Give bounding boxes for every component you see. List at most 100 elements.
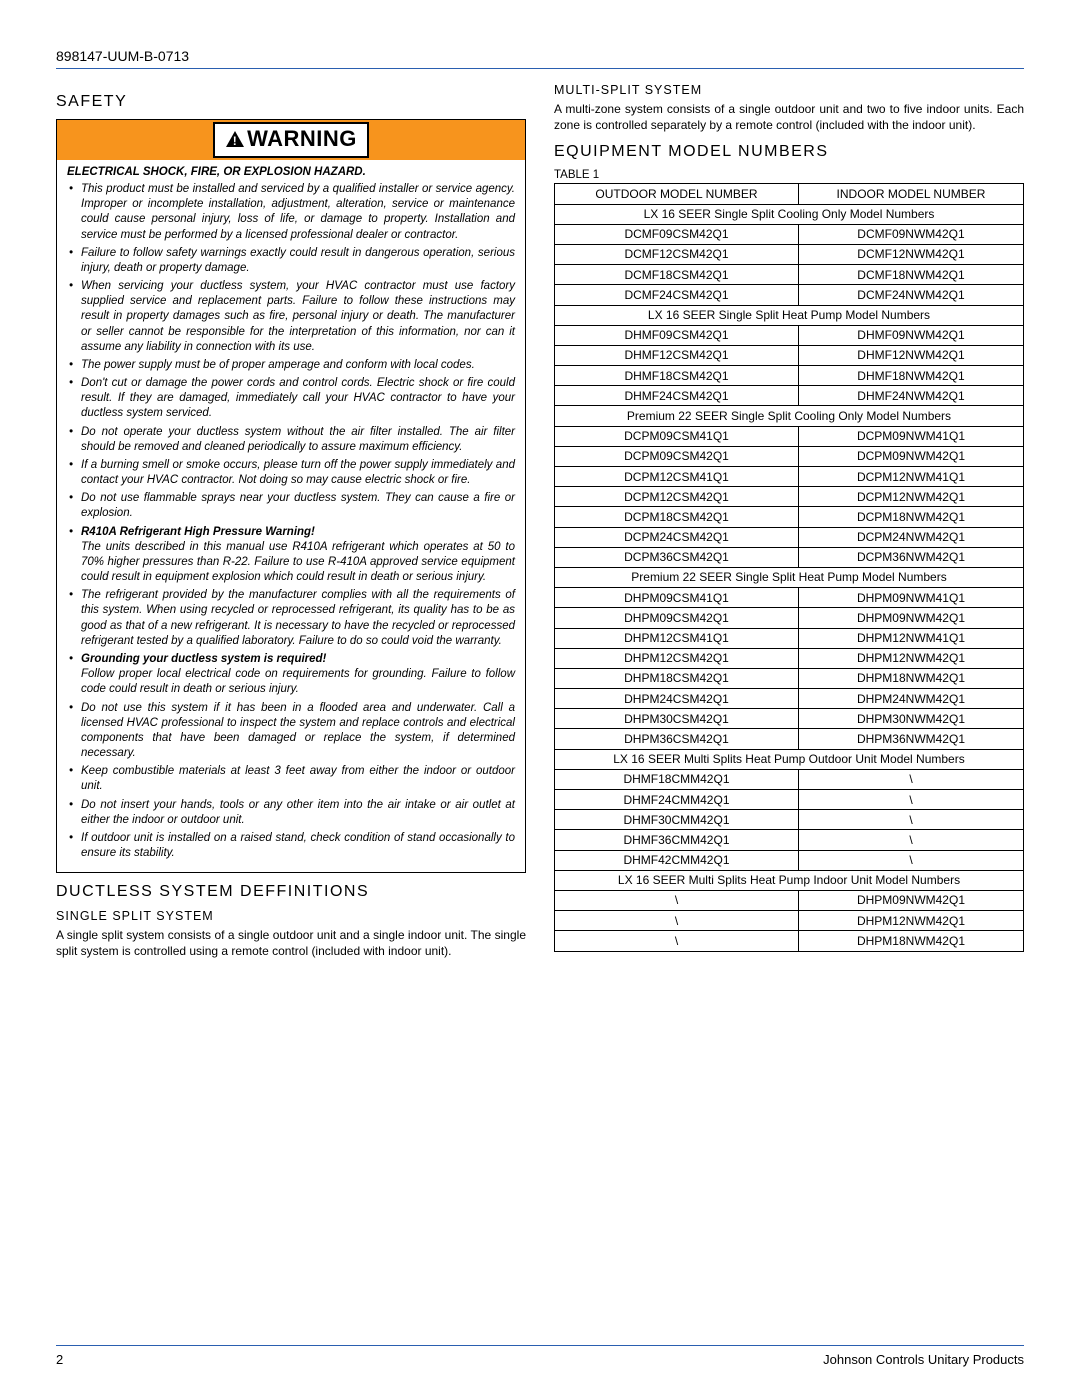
multi-split-heading: MULTI-SPLIT SYSTEM (554, 83, 1024, 97)
table-row: DCPM24CSM42Q1DCPM24NWM42Q1 (555, 527, 1024, 547)
table-cell: DHPM12NWM42Q1 (798, 911, 1023, 931)
table-section-header: Premium 22 SEER Single Split Cooling Onl… (555, 406, 1024, 426)
table-cell: DHPM18NWM42Q1 (798, 668, 1023, 688)
bullet-lead: Grounding your ductless system is requir… (81, 653, 326, 665)
warning-header: ! WARNING (57, 120, 525, 160)
table-cell: DHMF30CMM42Q1 (555, 810, 799, 830)
table-cell: DHPM30CSM42Q1 (555, 709, 799, 729)
table-row: DHMF18CMM42Q1\ (555, 769, 1024, 789)
table-row: DCPM12CSM42Q1DCPM12NWM42Q1 (555, 487, 1024, 507)
safety-bullet: When servicing your ductless system, you… (81, 279, 515, 355)
warning-triangle-icon: ! (225, 128, 245, 154)
table-cell: DHMF42CMM42Q1 (555, 850, 799, 870)
table-cell: DHMF24CSM42Q1 (555, 386, 799, 406)
table-cell: \ (798, 769, 1023, 789)
warning-body: ELECTRICAL SHOCK, FIRE, OR EXPLOSION HAZ… (57, 160, 525, 872)
table-row: DCMF09CSM42Q1DCMF09NWM42Q1 (555, 224, 1024, 244)
table-cell: DCPM09NWM41Q1 (798, 426, 1023, 446)
table-cell: DCPM09CSM42Q1 (555, 446, 799, 466)
table-cell: DHPM09CSM42Q1 (555, 608, 799, 628)
top-rule (56, 68, 1024, 69)
table-row: DHMF24CSM42Q1DHMF24NWM42Q1 (555, 386, 1024, 406)
table-row: DHPM12CSM42Q1DHPM12NWM42Q1 (555, 648, 1024, 668)
table-cell: DHPM09NWM42Q1 (798, 890, 1023, 910)
table-cell: \ (798, 850, 1023, 870)
col-indoor: INDOOR MODEL NUMBER (798, 184, 1023, 204)
table-row: DHPM36CSM42Q1DHPM36NWM42Q1 (555, 729, 1024, 749)
table-cell: DHMF09NWM42Q1 (798, 325, 1023, 345)
table-row: DHMF18CSM42Q1DHMF18NWM42Q1 (555, 366, 1024, 386)
table-cell: DHPM36CSM42Q1 (555, 729, 799, 749)
table-row: DHMF12CSM42Q1DHMF12NWM42Q1 (555, 345, 1024, 365)
table-row: DCPM12CSM41Q1DCPM12NWM41Q1 (555, 467, 1024, 487)
table-cell: DCPM36NWM42Q1 (798, 547, 1023, 567)
table-section-header: LX 16 SEER Multi Splits Heat Pump Indoor… (555, 870, 1024, 890)
table-cell: DHPM12CSM41Q1 (555, 628, 799, 648)
table-cell: DCPM12CSM42Q1 (555, 487, 799, 507)
footer-rule (56, 1345, 1024, 1346)
table-cell: \ (798, 810, 1023, 830)
table-cell: \ (555, 890, 799, 910)
table-cell: DCPM12CSM41Q1 (555, 467, 799, 487)
table-cell: DCMF12NWM42Q1 (798, 244, 1023, 264)
definitions-heading: DUCTLESS SYSTEM DEFFINITIONS (56, 883, 526, 901)
hazard-line: ELECTRICAL SHOCK, FIRE, OR EXPLOSION HAZ… (67, 166, 515, 178)
table-cell: DHPM09CSM41Q1 (555, 588, 799, 608)
table-label: TABLE 1 (554, 169, 1024, 181)
table-section-row: LX 16 SEER Multi Splits Heat Pump Outdoo… (555, 749, 1024, 769)
safety-bullet: The refrigerant provided by the manufact… (81, 588, 515, 649)
table-row: DHPM24CSM42Q1DHPM24NWM42Q1 (555, 689, 1024, 709)
table-cell: DHPM18NWM42Q1 (798, 931, 1023, 951)
table-cell: DCMF18NWM42Q1 (798, 265, 1023, 285)
safety-bullet: Do not operate your ductless system with… (81, 425, 515, 455)
safety-bullet: This product must be installed and servi… (81, 182, 515, 243)
safety-list: This product must be installed and servi… (67, 182, 515, 861)
table-section-row: LX 16 SEER Single Split Cooling Only Mod… (555, 204, 1024, 224)
table-cell: DHMF24CMM42Q1 (555, 790, 799, 810)
table-cell: DCMF24NWM42Q1 (798, 285, 1023, 305)
table-row: DHPM30CSM42Q1DHPM30NWM42Q1 (555, 709, 1024, 729)
table-row: DHPM09CSM42Q1DHPM09NWM42Q1 (555, 608, 1024, 628)
safety-bullet: Failure to follow safety warnings exactl… (81, 246, 515, 276)
table-row: DCMF18CSM42Q1DCMF18NWM42Q1 (555, 265, 1024, 285)
table-cell: DCPM12NWM41Q1 (798, 467, 1023, 487)
table-cell: DHPM09NWM42Q1 (798, 608, 1023, 628)
table-cell: \ (555, 911, 799, 931)
table-cell: DCMF18CSM42Q1 (555, 265, 799, 285)
table-section-row: Premium 22 SEER Single Split Cooling Onl… (555, 406, 1024, 426)
table-row: DCMF12CSM42Q1DCMF12NWM42Q1 (555, 244, 1024, 264)
safety-bullet: If outdoor unit is installed on a raised… (81, 831, 515, 861)
table-cell: DCPM24CSM42Q1 (555, 527, 799, 547)
table-cell: DCMF24CSM42Q1 (555, 285, 799, 305)
safety-bullet: Grounding your ductless system is requir… (81, 652, 515, 698)
bullet-text: Follow proper local electrical code on r… (81, 668, 515, 695)
safety-bullet: The power supply must be of proper amper… (81, 358, 515, 373)
table-cell: DHPM24NWM42Q1 (798, 689, 1023, 709)
warning-label-text: WARNING (247, 126, 357, 151)
warning-badge: ! WARNING (213, 122, 369, 158)
table-cell: DHPM24CSM42Q1 (555, 689, 799, 709)
table-cell: DCPM36CSM42Q1 (555, 547, 799, 567)
footer-vendor: Johnson Controls Unitary Products (823, 1352, 1024, 1367)
table-row: DCPM09CSM42Q1DCPM09NWM42Q1 (555, 446, 1024, 466)
table-cell: DCPM24NWM42Q1 (798, 527, 1023, 547)
table-row: DCPM09CSM41Q1DCPM09NWM41Q1 (555, 426, 1024, 446)
page-number: 2 (56, 1352, 63, 1367)
table-cell: DHMF09CSM42Q1 (555, 325, 799, 345)
table-cell: DHPM36NWM42Q1 (798, 729, 1023, 749)
table-cell: DHMF36CMM42Q1 (555, 830, 799, 850)
table-cell: \ (798, 830, 1023, 850)
table-cell: DCMF09CSM42Q1 (555, 224, 799, 244)
table-row: DHMF09CSM42Q1DHMF09NWM42Q1 (555, 325, 1024, 345)
safety-bullet: If a burning smell or smoke occurs, plea… (81, 458, 515, 488)
table-cell: DCPM18NWM42Q1 (798, 507, 1023, 527)
table-section-header: Premium 22 SEER Single Split Heat Pump M… (555, 567, 1024, 587)
table-section-row: LX 16 SEER Multi Splits Heat Pump Indoor… (555, 870, 1024, 890)
table-row: DCPM36CSM42Q1DCPM36NWM42Q1 (555, 547, 1024, 567)
table-cell: DHMF12CSM42Q1 (555, 345, 799, 365)
table-cell: \ (555, 931, 799, 951)
table-cell: DHPM12NWM42Q1 (798, 648, 1023, 668)
table-section-row: LX 16 SEER Single Split Heat Pump Model … (555, 305, 1024, 325)
bullet-lead: R410A Refrigerant High Pressure Warning! (81, 526, 315, 538)
safety-bullet: Don't cut or damage the power cords and … (81, 376, 515, 422)
